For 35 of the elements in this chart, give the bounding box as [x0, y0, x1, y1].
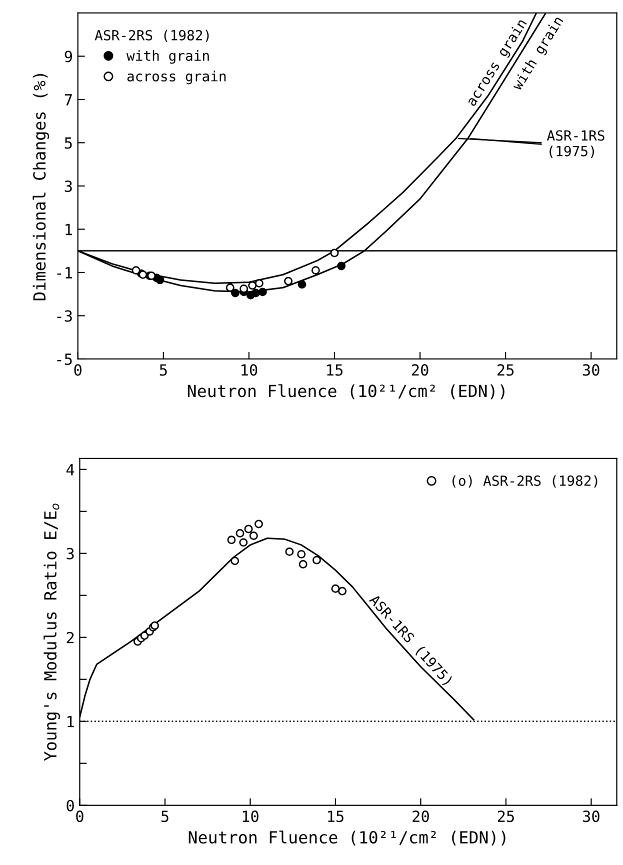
- x-tick-label: 20: [412, 810, 429, 822]
- y-tick-label: 4: [66, 464, 74, 476]
- y-axis-title: Young's Modulus Ratio E/E$_{o}$: [44, 504, 60, 761]
- x-tick-label: 0: [76, 810, 84, 822]
- x-tick-label: 5: [161, 810, 168, 822]
- y-tick-label: -1: [57, 267, 72, 278]
- y-tick-label: 1: [68, 716, 74, 728]
- y-tick-label: 3: [66, 548, 74, 560]
- x-tick-label: 25: [498, 810, 514, 822]
- y-tick-label: 2: [66, 632, 74, 644]
- y-tick-label: 5: [64, 137, 72, 149]
- x-tick-label: 20: [412, 364, 428, 376]
- y-tick-label: -3: [57, 310, 72, 322]
- y-tick-label: 0: [66, 800, 74, 812]
- x-axis-title: Neutron Fluence (10²¹/cm² (EDN)): [188, 384, 504, 400]
- y-tick-label: 9: [64, 50, 72, 62]
- x-tick-label: 30: [582, 364, 600, 376]
- legend-title: ASR-2RS (1982): [94, 30, 209, 42]
- x-tick-label: 10: [242, 364, 258, 376]
- annotation: ASR-1RS (1975): [546, 130, 604, 158]
- legend-label: (o) ASR-2RS (1982): [452, 475, 598, 488]
- y-tick-label: 1: [66, 224, 72, 236]
- y-tick-label: 3: [64, 180, 72, 192]
- x-tick-label: 5: [160, 364, 167, 376]
- legend-label: across grain: [127, 70, 226, 84]
- x-tick-label: 25: [498, 364, 514, 376]
- x-tick-label: 30: [583, 810, 600, 822]
- y-tick-label: -5: [57, 354, 72, 366]
- x-tick-label: 15: [327, 364, 342, 376]
- x-tick-label: 15: [328, 810, 344, 822]
- x-tick-label: 10: [242, 810, 258, 822]
- x-axis-title: Neutron Fluence (10²¹/cm² (EDN)): [188, 830, 506, 846]
- y-tick-label: 7: [64, 94, 72, 106]
- y-axis-title: Dimensional Changes (%): [32, 74, 50, 300]
- legend-label: with grain: [126, 50, 209, 64]
